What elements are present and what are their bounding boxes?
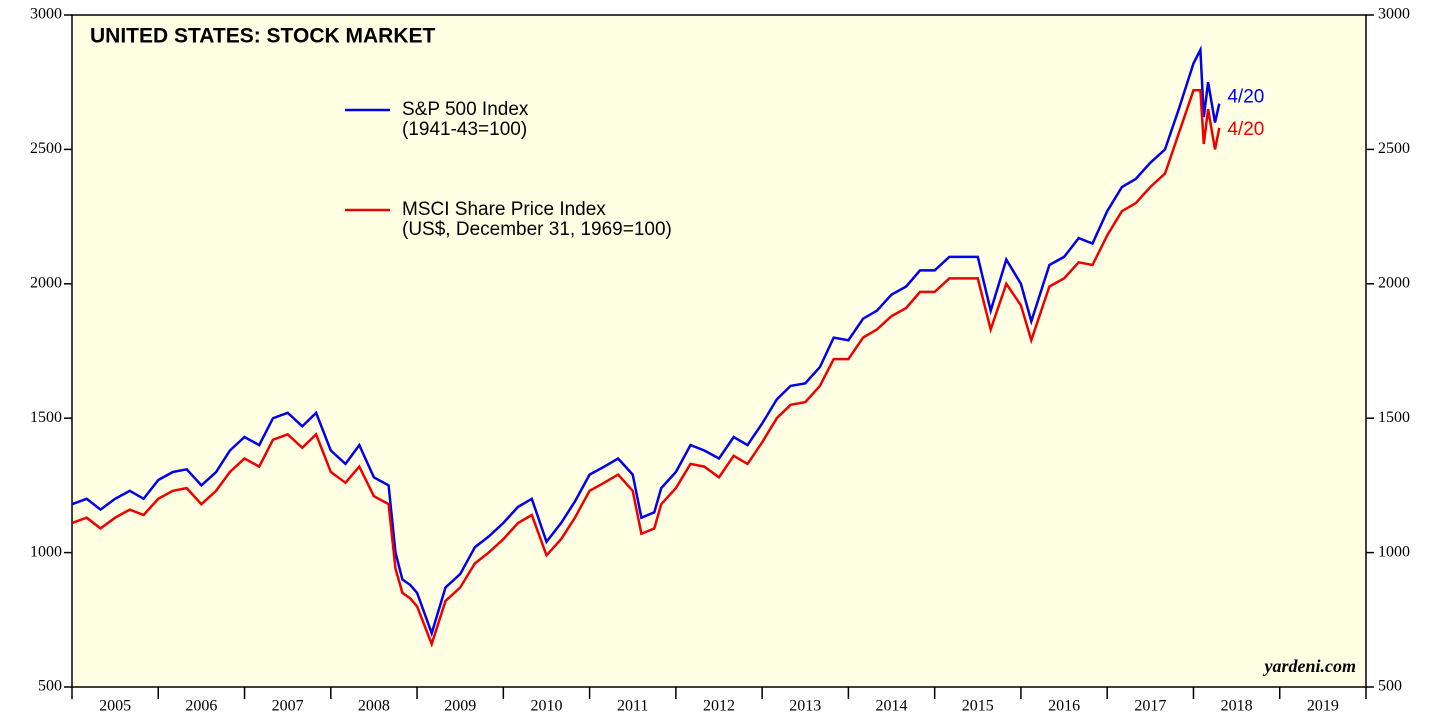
x-tick-label: 2018 [1221, 698, 1253, 715]
x-tick-label: 2008 [358, 698, 390, 715]
chart-title: UNITED STATES: STOCK MARKET [90, 25, 436, 48]
series-line [71, 45, 1221, 638]
x-tick-label: 2019 [1307, 698, 1339, 715]
legend-note: (US$, December 31, 1969=100) [402, 219, 672, 240]
y2-tick-label: 2000 [1378, 274, 1410, 291]
y-tick-label: 1500 [30, 409, 62, 426]
y-tick-label: 1000 [30, 543, 62, 560]
end-label: 4/20 [1227, 87, 1264, 108]
y2-tick-label: 500 [1378, 678, 1402, 695]
x-tick-label: 2016 [1048, 698, 1080, 715]
y-tick-label: 2500 [30, 140, 62, 157]
x-tick-label: 2005 [99, 698, 131, 715]
y2-tick-label: 1000 [1378, 543, 1410, 560]
x-tick-label: 2009 [444, 698, 476, 715]
plot-area [71, 14, 1367, 688]
y2-tick-label: 3000 [1378, 6, 1410, 23]
end-label: 4/20 [1227, 119, 1264, 140]
x-tick-label: 2017 [1134, 698, 1166, 715]
legend-label: S&P 500 Index [402, 99, 529, 120]
legend-label: MSCI Share Price Index [402, 199, 606, 220]
x-tick-label: 2014 [876, 698, 908, 715]
y-tick-label: 2000 [30, 274, 62, 291]
y-tick-label: 500 [38, 678, 62, 695]
x-tick-label: 2007 [272, 698, 304, 715]
x-tick-label: 2012 [703, 698, 735, 715]
y2-tick-label: 1500 [1378, 409, 1410, 426]
series-line [71, 89, 1221, 648]
x-tick-label: 2010 [530, 698, 562, 715]
legend-note: (1941-43=100) [402, 119, 527, 140]
source: yardeni.com [1263, 656, 1357, 676]
x-tick-label: 2006 [185, 698, 217, 715]
y2-tick-label: 2500 [1378, 140, 1410, 157]
x-tick-label: 2011 [617, 698, 648, 715]
x-tick-label: 2015 [962, 698, 994, 715]
x-tick-label: 2013 [789, 698, 821, 715]
y-tick-label: 3000 [30, 6, 62, 23]
